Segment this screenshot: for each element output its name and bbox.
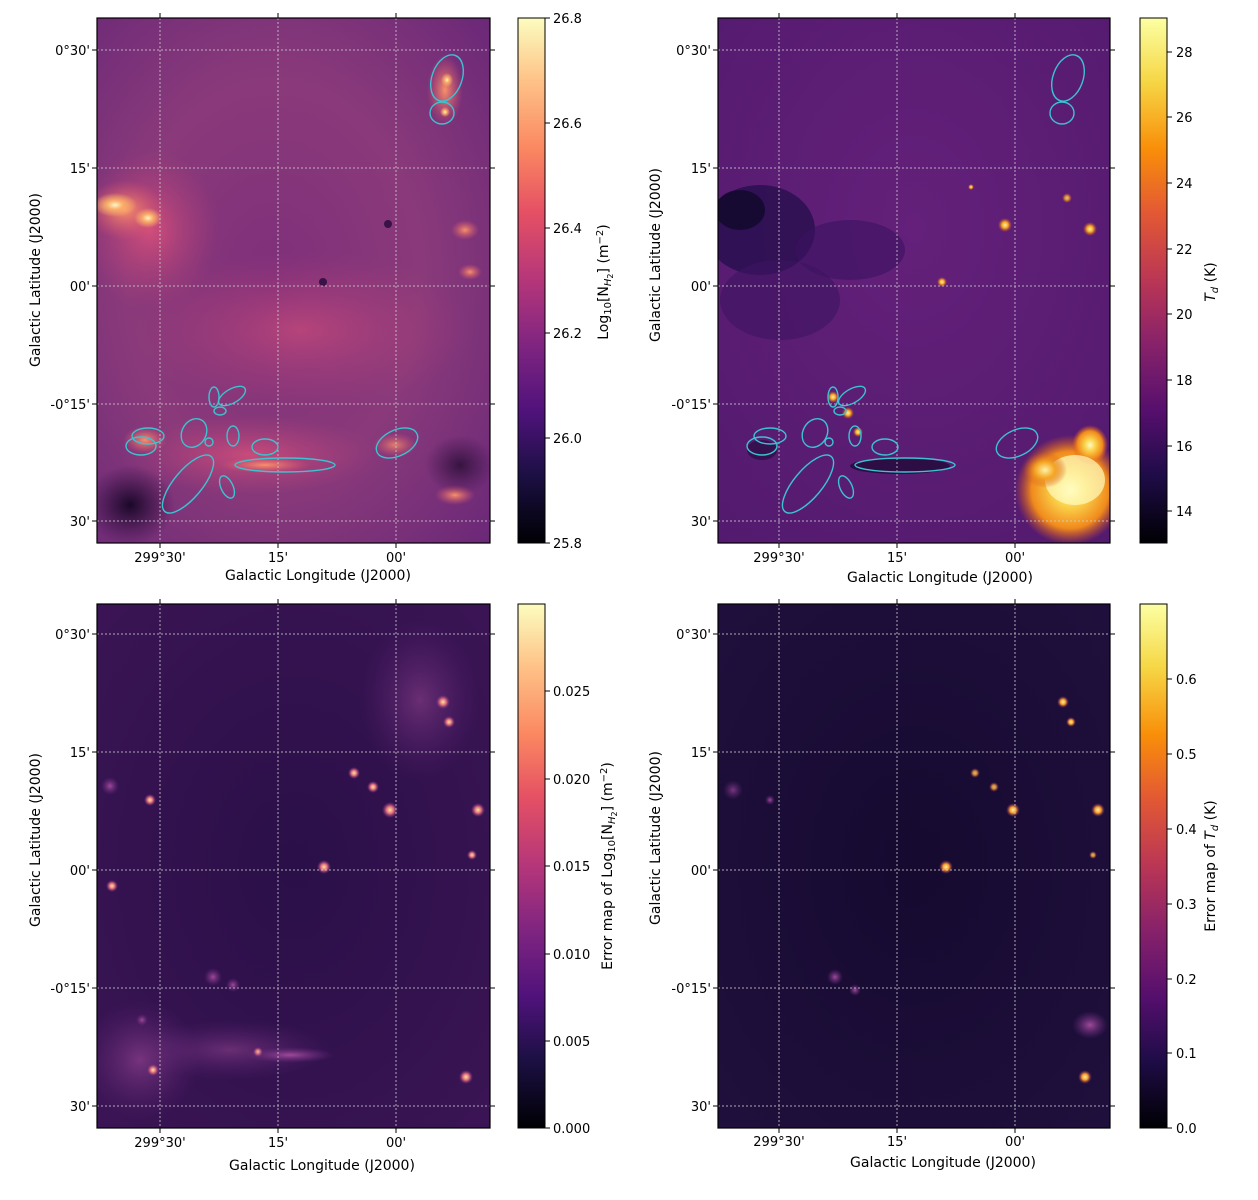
y-tick-label: 0°30' (676, 44, 711, 59)
x-tick-label: 299°30' (134, 1136, 185, 1151)
x-tick-label: 00' (1005, 1135, 1025, 1150)
colorbar-label: Error map of Td (K) (1203, 800, 1221, 932)
colorbar (517, 603, 546, 1129)
y-axis-label: Galactic Latitude (J2000) (28, 753, 44, 927)
grid-lines (97, 604, 490, 1128)
y-tick-label: 30' (70, 1100, 90, 1115)
colorbar-tick-label: 26.8 (553, 12, 582, 27)
x-tick-label: 299°30' (134, 551, 185, 566)
clump-ellipses (125, 54, 465, 514)
grid-lines (97, 18, 490, 543)
colorbar-tick-label: 28 (1176, 46, 1193, 61)
heatmap-image-column-density-error (97, 604, 490, 1128)
y-axis-label: Galactic Latitude (J2000) (648, 168, 664, 342)
x-tick-label: 15' (268, 1136, 288, 1151)
y-tick-label: 30' (691, 515, 711, 530)
panel-column-density-error: 299°30' 15' 00' 0°30' 15' 00' -0°15' 30'… (28, 599, 619, 1174)
y-tick-label: 30' (70, 515, 90, 530)
y-tick-label: 0°30' (55, 628, 90, 643)
colorbar-label: Error map of Log10[NH2] (m−2) (599, 762, 619, 970)
colorbar-tick-label: 25.8 (553, 537, 582, 552)
colorbar-tick-label: 0.1 (1176, 1047, 1197, 1062)
x-tick-label: 15' (887, 1135, 907, 1150)
colorbar-tick-label: 0.025 (553, 685, 590, 700)
colorbar-tick-label: 26.0 (553, 432, 582, 447)
y-tick-label: 15' (70, 162, 90, 177)
x-axis-label: Galactic Longitude (J2000) (225, 568, 411, 584)
colorbar-tick-label: 26.4 (553, 222, 582, 237)
x-tick-label: 15' (887, 551, 907, 566)
colorbar-tick-label: 14 (1176, 505, 1193, 520)
x-axis-label: Galactic Longitude (J2000) (229, 1158, 415, 1174)
y-tick-label: 15' (70, 746, 90, 761)
colorbar-tick-label: 24 (1176, 177, 1193, 192)
x-tick-label: 00' (386, 551, 406, 566)
panel-dust-temperature: 299°30' 15' 00' 0°30' 15' 00' -0°15' 30'… (648, 13, 1221, 586)
y-tick-label: 30' (691, 1100, 711, 1115)
y-tick-label: 00' (691, 280, 711, 295)
x-tick-label: 299°30' (753, 551, 804, 566)
colorbar-label: Log10[NH2] (m−2) (595, 224, 615, 340)
y-tick-label: 00' (70, 864, 90, 879)
x-tick-label: 00' (1005, 551, 1025, 566)
panel-column-density: 299°30' 15' 00' 0°30' 15' 00' -0°15' 30'… (28, 12, 615, 584)
colorbar-tick-label: 18 (1176, 374, 1193, 389)
grid-lines (718, 604, 1110, 1128)
grid-lines (718, 18, 1110, 543)
colorbar (517, 17, 546, 544)
colorbar-tick-label: 26.6 (553, 117, 582, 132)
heatmap-image-column-density (97, 18, 490, 543)
colorbar-tick-label: 22 (1176, 243, 1193, 258)
colorbar (1139, 17, 1168, 544)
heatmap-image-dust-temperature (718, 18, 1110, 543)
panel-dust-temperature-error: 299°30' 15' 00' 0°30' 15' 00' -0°15' 30'… (648, 599, 1221, 1171)
y-axis-label: Galactic Latitude (J2000) (648, 751, 664, 925)
colorbar-label: Td (K) (1203, 262, 1221, 301)
y-tick-label: 00' (70, 280, 90, 295)
y-tick-label: 0°30' (676, 628, 711, 643)
y-tick-label: -0°15' (50, 982, 90, 997)
x-axis-label: Galactic Longitude (J2000) (850, 1155, 1036, 1171)
x-tick-label: 00' (386, 1136, 406, 1151)
x-tick-label: 299°30' (753, 1135, 804, 1150)
y-tick-label: 0°30' (55, 44, 90, 59)
y-axis-label: Galactic Latitude (J2000) (28, 193, 44, 367)
colorbar-tick-label: 0.4 (1176, 823, 1197, 838)
colorbar-tick-label: 0.6 (1176, 673, 1197, 688)
colorbar-tick-label: 0.5 (1176, 748, 1197, 763)
colorbar-tick-label: 26.2 (553, 327, 582, 342)
colorbar-tick-label: 0.0 (1176, 1122, 1197, 1137)
colorbar-tick-label: 0.020 (553, 773, 590, 788)
y-tick-label: 00' (691, 864, 711, 879)
y-tick-label: -0°15' (671, 398, 711, 413)
x-axis-label: Galactic Longitude (J2000) (847, 570, 1033, 586)
colorbar-tick-label: 20 (1176, 308, 1193, 323)
colorbar-tick-label: 0.005 (553, 1035, 590, 1050)
colorbar (1139, 603, 1168, 1129)
heatmap-image-dust-temperature-error (718, 604, 1110, 1128)
colorbar-tick-label: 0.3 (1176, 898, 1197, 913)
colorbar-tick-label: 0.2 (1176, 973, 1197, 988)
clump-ellipses (746, 54, 1086, 514)
x-tick-label: 15' (268, 551, 288, 566)
y-tick-label: -0°15' (50, 398, 90, 413)
colorbar-tick-label: 0.010 (553, 948, 590, 963)
colorbar-tick-label: 0.015 (553, 860, 590, 875)
colorbar-tick-label: 26 (1176, 111, 1193, 126)
y-tick-label: -0°15' (671, 982, 711, 997)
y-tick-label: 15' (691, 162, 711, 177)
y-tick-label: 15' (691, 746, 711, 761)
colorbar-tick-label: 0.000 (553, 1122, 590, 1137)
colorbar-tick-label: 16 (1176, 440, 1193, 455)
